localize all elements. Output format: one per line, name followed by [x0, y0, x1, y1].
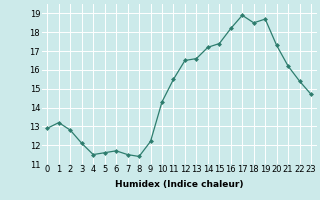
- X-axis label: Humidex (Indice chaleur): Humidex (Indice chaleur): [115, 180, 244, 189]
